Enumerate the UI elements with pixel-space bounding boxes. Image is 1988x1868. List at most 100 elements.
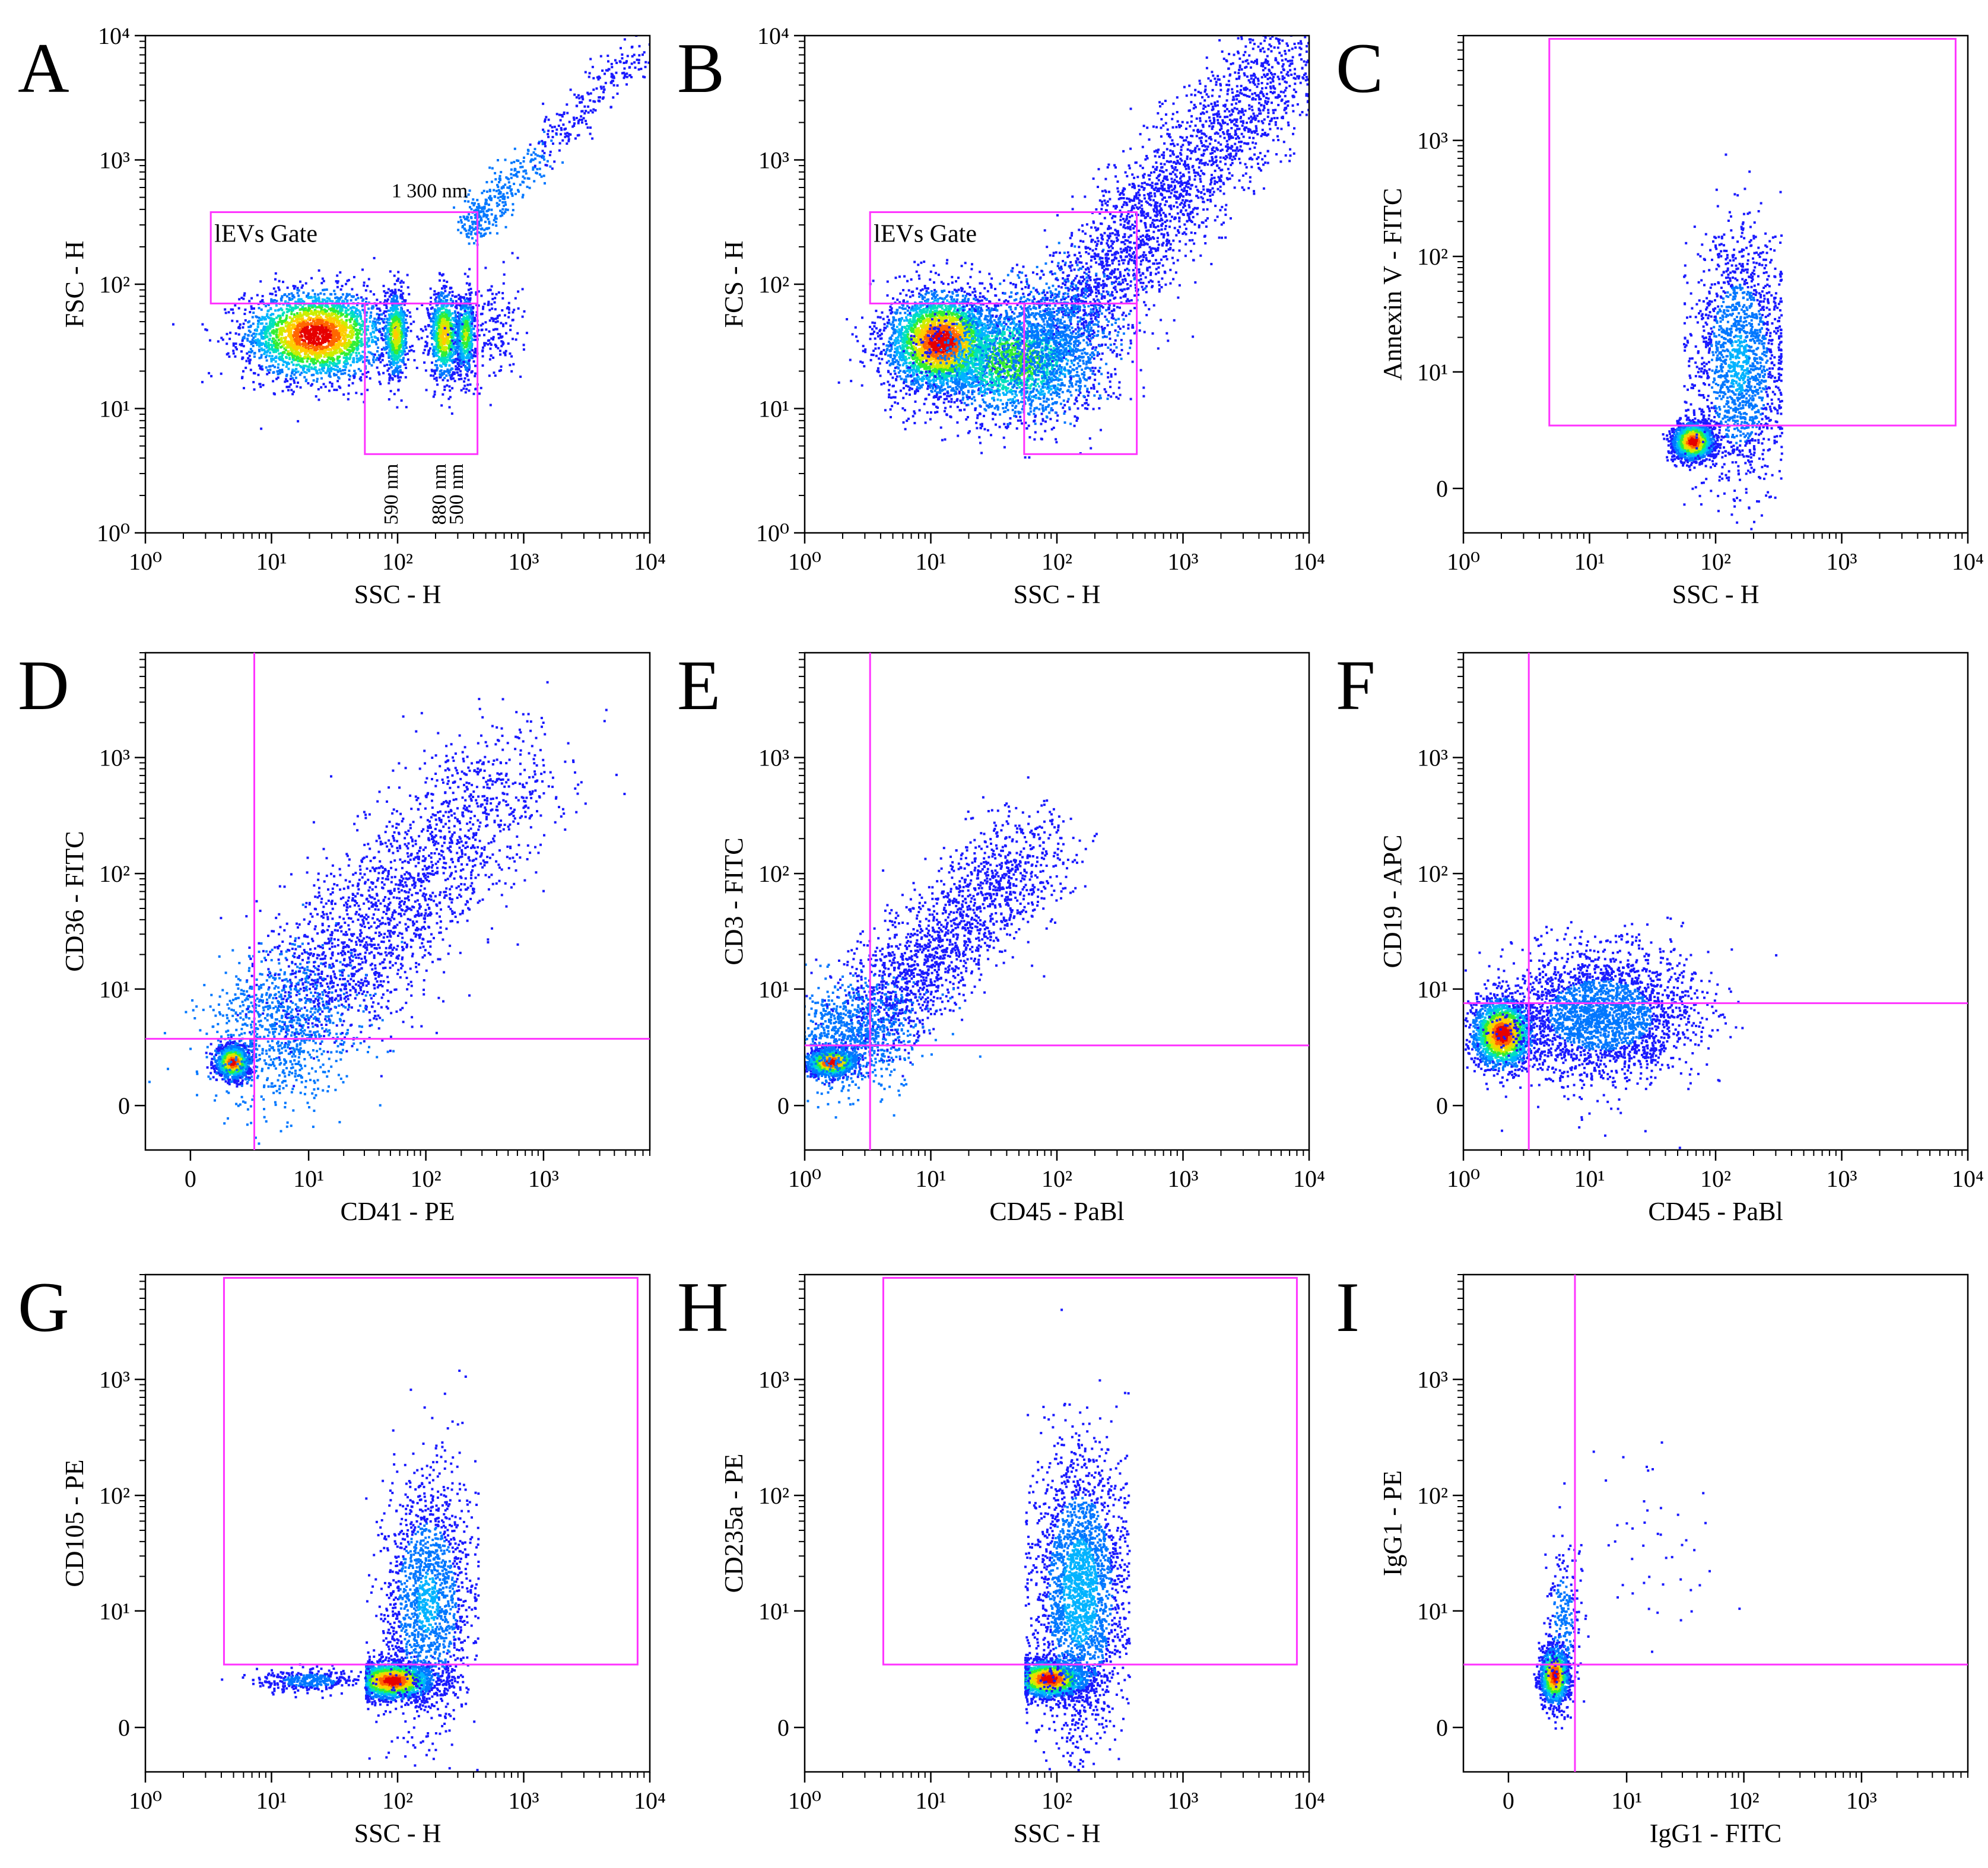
event-dot bbox=[393, 332, 396, 335]
event-dot bbox=[455, 295, 458, 298]
event-dot bbox=[465, 306, 468, 309]
event-dot bbox=[323, 361, 326, 364]
event-dot bbox=[379, 355, 382, 358]
event-dot bbox=[336, 285, 339, 288]
event-dot bbox=[425, 389, 428, 392]
event-dot bbox=[271, 347, 273, 350]
event-dot bbox=[333, 346, 336, 349]
event-dot bbox=[293, 342, 296, 345]
event-dot bbox=[434, 309, 436, 312]
event-dot bbox=[562, 123, 565, 126]
event-dot bbox=[467, 339, 470, 342]
event-dot bbox=[435, 322, 437, 325]
event-dot bbox=[310, 339, 313, 342]
event-dot bbox=[232, 352, 235, 355]
event-dot bbox=[542, 102, 545, 105]
event-dot bbox=[434, 360, 437, 363]
event-dot bbox=[282, 344, 285, 347]
event-dot bbox=[448, 374, 451, 377]
event-dot bbox=[297, 289, 300, 292]
event-dot bbox=[290, 389, 293, 392]
event-dot bbox=[292, 294, 295, 297]
event-dot bbox=[307, 382, 310, 385]
event-dot bbox=[472, 392, 475, 395]
event-dot bbox=[291, 306, 294, 309]
event-dot bbox=[398, 321, 401, 323]
event-dot bbox=[388, 379, 391, 382]
event-dot bbox=[442, 326, 444, 329]
event-dot bbox=[345, 352, 348, 355]
event-dot bbox=[295, 371, 297, 374]
event-dot bbox=[396, 406, 399, 409]
event-dot bbox=[383, 318, 386, 320]
event-dot bbox=[316, 325, 319, 328]
event-dot bbox=[589, 58, 592, 61]
event-dot bbox=[463, 341, 466, 344]
event-dot bbox=[347, 309, 350, 312]
event-dot bbox=[461, 334, 463, 337]
event-dot bbox=[252, 312, 255, 314]
event-dot bbox=[437, 348, 440, 351]
event-dot bbox=[458, 322, 461, 325]
event-dot bbox=[227, 311, 230, 314]
event-dot bbox=[483, 344, 486, 347]
event-dot bbox=[447, 398, 450, 401]
event-dot bbox=[242, 345, 245, 348]
event-dot bbox=[463, 325, 466, 328]
event-dot bbox=[316, 321, 319, 324]
event-dot bbox=[385, 303, 388, 306]
event-dot bbox=[365, 371, 367, 374]
event-dot bbox=[438, 358, 441, 361]
event-dot bbox=[500, 211, 503, 214]
event-dot bbox=[303, 376, 306, 379]
event-dot bbox=[337, 325, 340, 328]
event-dot bbox=[500, 345, 503, 348]
event-dot bbox=[544, 120, 546, 123]
event-dot bbox=[390, 297, 393, 300]
event-dot bbox=[442, 379, 444, 382]
event-dot bbox=[250, 334, 253, 337]
event-dot bbox=[350, 364, 352, 367]
event-dot bbox=[398, 336, 401, 339]
event-dot bbox=[449, 298, 452, 301]
event-dot bbox=[378, 313, 381, 316]
event-dot bbox=[371, 305, 374, 308]
event-dot bbox=[234, 346, 237, 349]
event-dot bbox=[430, 332, 433, 335]
event-dot bbox=[468, 346, 471, 349]
event-dot bbox=[275, 377, 278, 380]
event-dot bbox=[243, 335, 246, 338]
event-dot bbox=[239, 343, 242, 346]
event-dot bbox=[392, 335, 395, 338]
event-dot bbox=[339, 342, 342, 345]
event-dot bbox=[465, 329, 468, 332]
event-dot bbox=[497, 333, 500, 336]
event-dot bbox=[326, 338, 329, 341]
event-dot bbox=[407, 326, 409, 329]
event-dot bbox=[338, 338, 341, 341]
event-dot bbox=[400, 333, 403, 336]
event-dot bbox=[472, 338, 475, 341]
event-dot bbox=[297, 325, 300, 328]
event-dot bbox=[316, 314, 319, 317]
event-dot bbox=[404, 332, 407, 335]
event-dot bbox=[258, 345, 261, 348]
event-dot bbox=[463, 328, 466, 331]
event-dot bbox=[321, 300, 324, 303]
event-dot bbox=[291, 368, 294, 371]
event-dot bbox=[458, 330, 461, 333]
event-dot bbox=[304, 282, 307, 285]
event-dot bbox=[401, 340, 404, 343]
event-dot bbox=[282, 336, 285, 339]
event-dot bbox=[272, 313, 275, 316]
event-dot bbox=[243, 313, 246, 315]
event-dot bbox=[243, 387, 245, 390]
event-dot bbox=[294, 332, 297, 335]
event-dot bbox=[448, 350, 451, 352]
event-dot bbox=[323, 364, 326, 367]
event-dot bbox=[338, 350, 341, 352]
event-dot bbox=[433, 355, 435, 358]
event-dot bbox=[380, 348, 383, 351]
event-dot bbox=[457, 354, 459, 357]
event-dot bbox=[352, 361, 355, 364]
